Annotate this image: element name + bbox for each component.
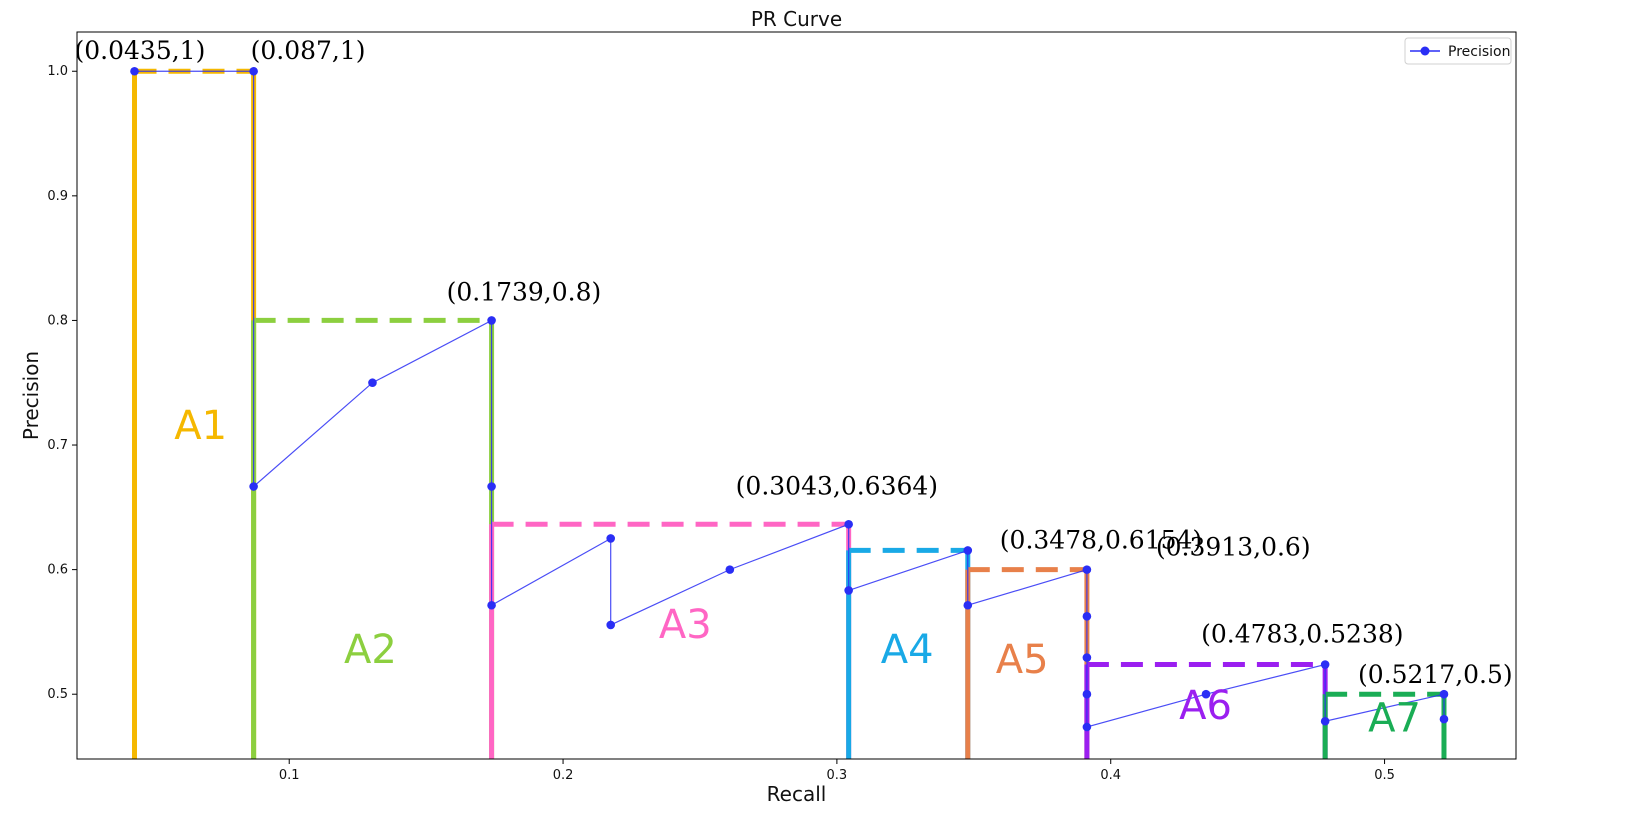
- series-point: [487, 316, 496, 325]
- area-label-a2: A2: [344, 627, 397, 673]
- y-axis-label: Precision: [19, 351, 43, 440]
- series-point: [1082, 653, 1092, 662]
- y-tick-label: 0.9: [47, 189, 68, 204]
- series-point: [487, 600, 496, 610]
- series-point: [1439, 714, 1449, 724]
- legend: Precision: [1404, 37, 1512, 65]
- series-point: [1082, 689, 1092, 699]
- series-point: [1082, 722, 1092, 732]
- area-label-a3: A3: [659, 602, 712, 648]
- series-point: [844, 519, 853, 529]
- series-point: [963, 546, 973, 555]
- x-tick-label: 0.2: [553, 768, 574, 783]
- x-tick-label: 0.4: [1100, 768, 1121, 783]
- area-labels: A1 A2 A3 A4 A5 A6 A7: [174, 403, 1421, 742]
- legend-box: [1404, 37, 1512, 65]
- series-point: [963, 600, 973, 610]
- legend-label: Precision: [1448, 44, 1510, 60]
- y-tick-label: 0.8: [47, 313, 68, 328]
- series-point: [1201, 689, 1211, 699]
- y-tick-label: 0.6: [47, 563, 68, 578]
- area-rectangles: [132, 68, 1447, 759]
- plot-frame: [76, 31, 1517, 760]
- series-point: [606, 534, 616, 543]
- series-point: [725, 565, 735, 574]
- annotation-label: (0.3913,0.6): [1156, 533, 1311, 562]
- series-point: [487, 482, 496, 491]
- annotation-label: (0.1739,0.8): [447, 277, 602, 306]
- series-point: [130, 66, 139, 76]
- area-label-a5: A5: [996, 637, 1049, 683]
- series-point: [249, 482, 258, 491]
- y-tick-label: 1.0: [47, 64, 68, 79]
- series-point: [1082, 612, 1092, 621]
- series-point: [844, 586, 853, 595]
- area-label-a6: A6: [1179, 683, 1232, 729]
- series-point: [249, 66, 258, 76]
- area-label-a4: A4: [881, 627, 934, 673]
- area-label-a7: A7: [1368, 696, 1421, 742]
- precision-series: [130, 66, 1449, 732]
- annotation-label: (0.5217,0.5): [1358, 660, 1513, 689]
- chart-title: PR Curve: [751, 7, 842, 31]
- legend-marker: [1420, 46, 1430, 56]
- y-tick-label: 0.7: [47, 438, 68, 453]
- annotation-label: (0.087,1): [251, 36, 366, 65]
- annotation-label: (0.3478,0.6154): [1000, 525, 1202, 554]
- x-tick-label: 0.5: [1374, 768, 1395, 783]
- series-point: [368, 378, 377, 388]
- x-tick-label: 0.3: [827, 768, 848, 783]
- axes: 0.1 0.2 0.3 0.4 0.5 0.5 0.6 0.7 0.8 0.9 1.0: [47, 31, 1517, 783]
- series-point: [1320, 660, 1330, 669]
- annotation-label: (0.0435,1): [75, 36, 206, 65]
- x-axis-label: Recall: [767, 782, 827, 806]
- annotation-label: (0.4783,0.5238): [1201, 620, 1403, 649]
- area-label-a1: A1: [174, 403, 227, 449]
- series-point: [606, 620, 616, 630]
- x-tick-label: 0.1: [279, 768, 300, 783]
- point-annotations: (0.0435,1) (0.087,1) (0.1739,0.8) (0.3043,0…: [75, 36, 1513, 689]
- annotation-label: (0.3043,0.6364): [736, 471, 938, 500]
- series-line: [134, 70, 1445, 728]
- series-point: [1082, 565, 1092, 574]
- series-point: [1439, 689, 1449, 699]
- y-tick-label: 0.5: [47, 687, 68, 702]
- series-point: [1320, 716, 1330, 726]
